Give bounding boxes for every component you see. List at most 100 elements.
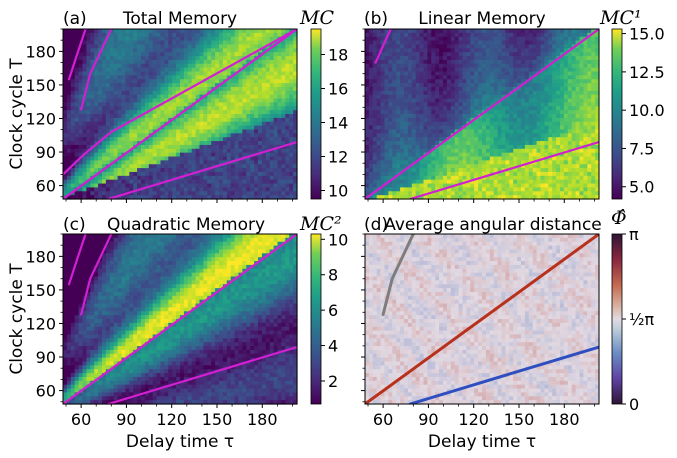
heatmap-cell <box>293 179 298 185</box>
heatmap-cell <box>540 191 545 196</box>
heatmap-cell <box>419 94 425 100</box>
heatmap-cell <box>466 144 471 150</box>
heatmap-cell <box>489 59 495 65</box>
heatmap-cell <box>466 156 471 161</box>
heatmap-cell <box>82 79 87 84</box>
colorbar-tick-label: 16 <box>328 80 348 99</box>
heatmap-cell <box>133 63 138 69</box>
heatmap-cell <box>482 86 487 92</box>
heatmap-cell <box>199 114 204 119</box>
heatmap-cell <box>242 183 247 189</box>
heatmap-cell <box>109 106 115 111</box>
heatmap-cell <box>250 156 255 161</box>
heatmap-cell <box>176 168 181 173</box>
heatmap-cell <box>423 52 428 57</box>
heatmap-cell <box>482 90 487 96</box>
heatmap-cell <box>563 67 569 73</box>
heatmap-cell <box>396 40 401 46</box>
heatmap-cell <box>242 32 247 38</box>
heatmap-cell <box>234 36 240 42</box>
heatmap-cell <box>207 191 212 196</box>
heatmap-cell <box>207 29 212 34</box>
heatmap-cell <box>289 94 294 100</box>
heatmap-cell <box>365 67 370 73</box>
heatmap-cell <box>532 121 538 127</box>
heatmap-cell <box>482 160 487 165</box>
heatmap-cell <box>528 79 534 84</box>
heatmap-cell <box>380 164 386 169</box>
heatmap-cell <box>183 137 189 142</box>
heatmap-cell <box>215 75 220 80</box>
heatmap-cell <box>372 121 378 127</box>
heatmap-cell <box>556 90 561 96</box>
heatmap-cell <box>521 79 526 84</box>
heatmap-cell <box>419 48 425 53</box>
heatmap-cell <box>117 48 123 53</box>
heatmap-cell <box>94 187 99 192</box>
heatmap-cell <box>509 86 514 92</box>
heatmap-cell <box>98 106 103 111</box>
heatmap-cell <box>219 98 224 104</box>
heatmap-cell <box>505 144 510 150</box>
heatmap-cell <box>183 133 189 138</box>
heatmap-cell <box>388 164 393 169</box>
heatmap-cell <box>289 144 294 150</box>
heatmap-cell <box>521 106 526 111</box>
heatmap-cell <box>466 83 471 88</box>
heatmap-cell <box>505 114 510 119</box>
heatmap-cell <box>384 106 389 111</box>
heatmap-cell <box>446 144 452 150</box>
heatmap-cell <box>536 121 542 127</box>
heatmap-cell <box>191 191 197 196</box>
heatmap-cell <box>489 63 495 69</box>
heatmap-cell <box>141 148 146 154</box>
heatmap-cell <box>560 63 565 69</box>
heatmap-cell <box>423 63 428 69</box>
heatmap-cell <box>450 195 456 200</box>
heatmap-cell <box>392 98 397 104</box>
heatmap-cell <box>563 79 569 84</box>
heatmap-cell <box>505 59 510 65</box>
heatmap-cell <box>435 164 440 169</box>
heatmap-cell <box>524 71 530 76</box>
heatmap-cell <box>156 32 162 38</box>
heatmap-cell <box>141 79 146 84</box>
heatmap-cell <box>180 59 185 65</box>
heatmap-cell <box>152 114 158 119</box>
heatmap-cell <box>407 86 413 92</box>
heatmap-cell <box>82 195 87 200</box>
heatmap-cell <box>117 71 123 76</box>
heatmap-cell <box>536 40 542 46</box>
heatmap-cell <box>528 168 534 173</box>
heatmap-cell <box>148 29 154 34</box>
heatmap-cell <box>102 83 107 88</box>
heatmap-cell <box>462 164 467 169</box>
heatmap-cell <box>176 79 181 84</box>
heatmap-cell <box>478 187 483 192</box>
heatmap-cell <box>207 175 212 181</box>
heatmap-cell <box>261 160 267 165</box>
heatmap-cell <box>250 48 255 53</box>
heatmap-cell <box>269 56 275 61</box>
heatmap-cell <box>78 98 84 104</box>
heatmap-cell <box>168 175 173 181</box>
heatmap-cell <box>446 129 452 134</box>
heatmap-cell <box>63 125 68 131</box>
heatmap-cell <box>450 156 456 161</box>
heatmap-cell <box>372 195 378 200</box>
heatmap-cell <box>404 121 409 127</box>
heatmap-cell <box>407 195 413 200</box>
heatmap-cell <box>509 71 514 76</box>
heatmap-cell <box>70 164 76 169</box>
heatmap-cell <box>203 195 208 200</box>
heatmap-cell <box>404 94 409 100</box>
heatmap-cell <box>195 114 201 119</box>
heatmap-cell <box>532 98 538 104</box>
heatmap-cell <box>164 114 169 119</box>
heatmap-cell <box>222 110 228 115</box>
heatmap-cell <box>517 156 522 161</box>
heatmap-cell <box>152 133 158 138</box>
heatmap-cell <box>113 79 119 84</box>
heatmap-cell <box>281 148 286 154</box>
heatmap-cell <box>400 52 405 57</box>
